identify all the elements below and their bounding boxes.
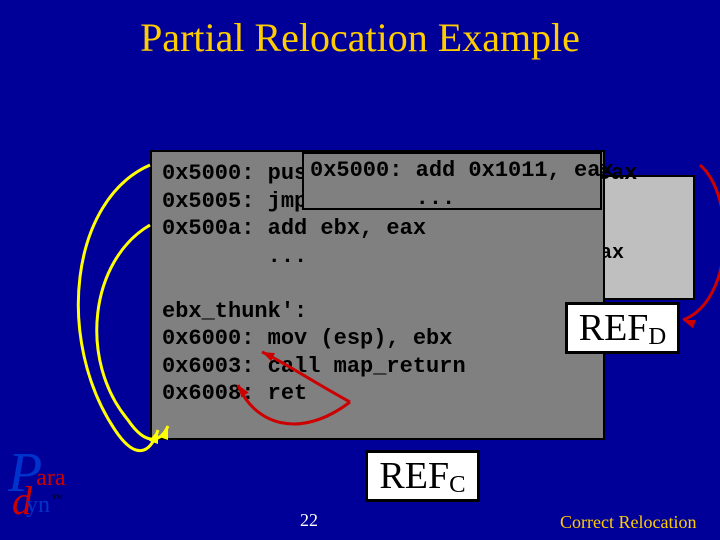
logo-yn: yn — [26, 495, 50, 515]
slide: Partial Relocation Example bx, eax 0x500… — [0, 0, 720, 540]
ref-c-box: REFC — [365, 450, 480, 502]
footer-label: Correct Relocation — [560, 512, 696, 533]
logo-ara: ara — [36, 468, 65, 488]
ref-d-box: REFD — [565, 302, 680, 354]
logo-tm: ™ — [52, 493, 63, 505]
ref-d-main: REF — [579, 306, 649, 350]
page-number: 22 — [300, 510, 318, 531]
ref-c-sub: C — [449, 471, 465, 499]
code-box-overlay: 0x5000: add 0x1011, eax ... — [302, 152, 602, 210]
ref-c-main: REF — [379, 454, 449, 498]
ref-d-sub: D — [648, 323, 666, 351]
slide-title: Partial Relocation Example — [0, 14, 720, 61]
paradyn-logo: Para dyn™ — [8, 450, 72, 518]
